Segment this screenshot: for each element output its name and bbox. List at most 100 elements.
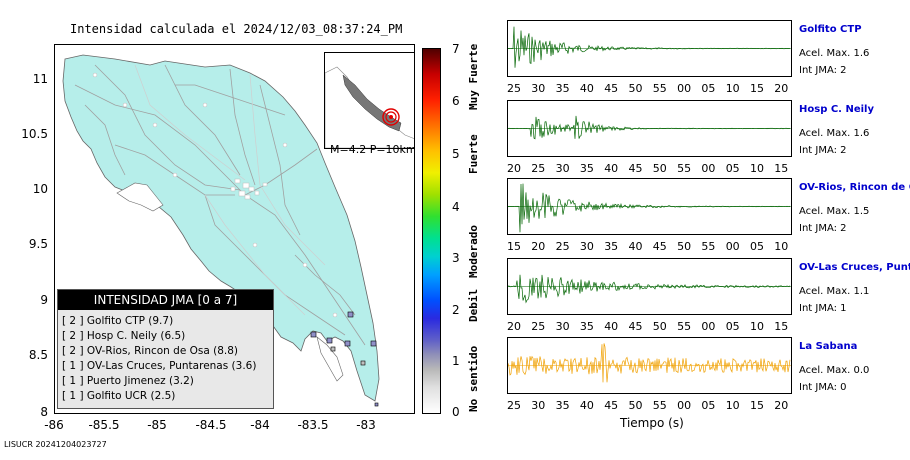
trace-tick-label: 50	[628, 82, 643, 95]
scale-word: Debil	[467, 288, 480, 322]
station-jma-intensity: Int JMA: 1	[799, 303, 847, 314]
scale-word: Fuerte	[467, 134, 480, 174]
map-x-tick: -83.5	[297, 418, 329, 432]
station-name: La Sabana	[799, 341, 858, 352]
trace-time-ticks: 25 30 35 40 45 50 55 00 05 10 15 20	[507, 82, 790, 96]
map-y-tick: 10	[32, 182, 48, 196]
station-jma-intensity: Int JMA: 0	[799, 382, 847, 393]
trace-time-ticks: 20 25 30 35 40 45 50 55 00 05 10 15	[507, 320, 790, 334]
map-y-tick: 8.5	[28, 348, 48, 362]
trace-tick-label: 45	[604, 82, 619, 95]
legend-row: [ 1 ] Golfito UCR (2.5)	[62, 390, 176, 402]
map-y-tick: 10.5	[21, 127, 48, 141]
seismogram-trace	[507, 178, 792, 235]
trace-tick-label: 10	[750, 320, 764, 333]
trace-tick-label: 00	[677, 399, 692, 412]
trace-tick-label: 10	[725, 82, 740, 95]
seismogram-trace	[507, 337, 792, 394]
scale-number: 6	[452, 94, 460, 108]
trace-tick-label: 35	[579, 162, 594, 175]
scale-number: 7	[452, 42, 460, 56]
trace-time-ticks: 15 20 25 30 35 40 45 50 55 00 05 10	[507, 240, 790, 254]
trace-tick-label: 40	[579, 399, 594, 412]
trace-tick-label: 55	[677, 162, 692, 175]
golfo-dulce	[316, 336, 344, 382]
trace-tick-label: 25	[507, 82, 521, 95]
trace-tick-label: 55	[677, 320, 692, 333]
trace-tick-label: 25	[507, 399, 521, 412]
station-markers	[310, 311, 379, 407]
trace-tick-label: 10	[725, 399, 740, 412]
scale-number: 1	[452, 354, 460, 368]
trace-tick-label: 45	[604, 399, 619, 412]
station-jma-intensity: Int JMA: 2	[799, 145, 847, 156]
map-x-tick: -84.5	[195, 418, 227, 432]
legend-row: [ 2 ] OV-Rios, Rincon de Osa (8.8)	[62, 345, 239, 357]
trace-tick-label: 20	[774, 82, 789, 95]
trace-tick-label: 15	[774, 320, 789, 333]
trace-tick-label: 30	[555, 320, 570, 333]
station-name: Hosp C. Neily	[799, 104, 874, 115]
intensity-legend: INTENSIDAD JMA [0 a 7] [ 2 ] Golfito CTP…	[57, 289, 274, 409]
time-axis-label: Tiempo (s)	[620, 416, 684, 430]
trace-tick-label: 05	[701, 82, 716, 95]
trace-tick-label: 25	[531, 162, 546, 175]
scale-word: Moderado	[467, 225, 480, 278]
trace-tick-label: 25	[531, 320, 546, 333]
trace-tick-label: 30	[579, 240, 594, 253]
trace-time-ticks: 20 25 30 35 40 45 50 55 00 05 10 15	[507, 162, 790, 176]
inset-map	[324, 52, 414, 149]
trace-tick-label: 40	[628, 240, 643, 253]
scale-number: 2	[452, 303, 460, 317]
station-max-acceleration: Acel. Max. 0.0	[799, 365, 870, 376]
trace-tick-label: 50	[652, 320, 667, 333]
map-y-tick: 9	[40, 293, 48, 307]
station-max-acceleration: Acel. Max. 1.6	[799, 48, 870, 59]
station-max-acceleration: Acel. Max. 1.6	[799, 128, 870, 139]
trace-tick-label: 35	[555, 399, 570, 412]
intensity-color-scale	[422, 48, 441, 414]
trace-tick-label: 20	[507, 162, 521, 175]
trace-tick-label: 15	[507, 240, 521, 253]
map-y-tick: 9.5	[28, 237, 48, 251]
trace-tick-label: 10	[774, 240, 789, 253]
trace-tick-label: 40	[604, 320, 619, 333]
epicenter-marker	[382, 108, 400, 126]
trace-tick-label: 35	[604, 240, 619, 253]
trace-tick-label: 10	[750, 162, 764, 175]
towns	[92, 72, 338, 318]
trace-tick-label: 55	[652, 399, 667, 412]
scale-number: 0	[452, 405, 460, 419]
trace-tick-label: 05	[725, 320, 740, 333]
seismogram-trace	[507, 100, 792, 157]
legend-row: [ 2 ] Golfito CTP (9.7)	[62, 315, 174, 327]
trace-tick-label: 05	[750, 240, 764, 253]
map-y-tick: 8	[40, 405, 48, 419]
trace-tick-label: 50	[628, 399, 643, 412]
trace-tick-label: 40	[579, 82, 594, 95]
trace-time-ticks: 25 30 35 40 45 50 55 00 05 10 15 20	[507, 399, 790, 413]
magnitude-depth-label: M=4.2 P=10km	[330, 143, 415, 156]
legend-title: INTENSIDAD JMA [0 a 7]	[58, 290, 273, 310]
scale-number: 3	[452, 251, 460, 265]
map-x-tick: -84	[250, 418, 270, 432]
trace-tick-label: 45	[628, 162, 643, 175]
trace-tick-label: 00	[725, 240, 740, 253]
trace-tick-label: 30	[531, 399, 546, 412]
station-name: OV-Las Cruces, Puntar	[799, 262, 910, 273]
map-x-tick: -83	[356, 418, 376, 432]
trace-tick-label: 00	[701, 320, 716, 333]
station-jma-intensity: Int JMA: 2	[799, 223, 847, 234]
trace-tick-label: 35	[579, 320, 594, 333]
trace-tick-label: 05	[725, 162, 740, 175]
trace-tick-label: 30	[555, 162, 570, 175]
trace-tick-label: 25	[555, 240, 570, 253]
trace-tick-label: 30	[531, 82, 546, 95]
province-boundaries	[134, 64, 326, 316]
station-max-acceleration: Acel. Max. 1.5	[799, 206, 870, 217]
trace-tick-label: 20	[774, 399, 789, 412]
map-y-tick: 11	[32, 72, 48, 86]
map-x-tick: -86	[44, 418, 64, 432]
trace-tick-label: 20	[531, 240, 546, 253]
trace-tick-label: 20	[507, 320, 521, 333]
